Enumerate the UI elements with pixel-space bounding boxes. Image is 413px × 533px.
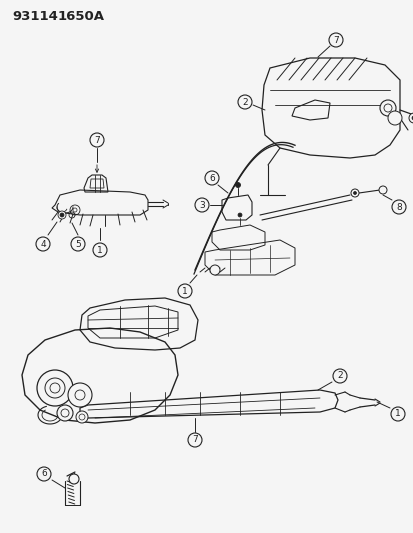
Text: 6: 6: [209, 174, 214, 182]
Circle shape: [379, 100, 395, 116]
Circle shape: [391, 200, 405, 214]
Circle shape: [411, 116, 413, 120]
Circle shape: [37, 467, 51, 481]
Circle shape: [235, 182, 240, 188]
Text: 7: 7: [332, 36, 338, 44]
Circle shape: [36, 237, 50, 251]
Circle shape: [350, 189, 358, 197]
Circle shape: [328, 33, 342, 47]
Text: 8: 8: [395, 203, 401, 212]
Circle shape: [71, 237, 85, 251]
Text: 1: 1: [97, 246, 102, 254]
Text: 2: 2: [336, 372, 342, 381]
Circle shape: [58, 211, 66, 219]
Text: 6: 6: [41, 470, 47, 479]
Circle shape: [68, 383, 92, 407]
Text: 93114: 93114: [12, 10, 58, 23]
Circle shape: [195, 198, 209, 212]
Circle shape: [178, 284, 192, 298]
Circle shape: [57, 405, 73, 421]
Circle shape: [209, 265, 219, 275]
Circle shape: [353, 191, 356, 195]
Circle shape: [408, 113, 413, 123]
Text: 5: 5: [75, 239, 81, 248]
Text: 4: 4: [40, 239, 46, 248]
Text: 7: 7: [192, 435, 197, 445]
Circle shape: [204, 171, 218, 185]
Circle shape: [332, 369, 346, 383]
Circle shape: [387, 111, 401, 125]
Circle shape: [378, 186, 386, 194]
Text: 2: 2: [242, 98, 247, 107]
Circle shape: [69, 474, 79, 484]
Text: 3: 3: [199, 200, 204, 209]
Circle shape: [90, 133, 104, 147]
Circle shape: [188, 433, 202, 447]
Circle shape: [237, 213, 242, 217]
Text: 1: 1: [182, 287, 188, 295]
Circle shape: [76, 411, 88, 423]
Text: 1: 1: [394, 409, 400, 418]
Circle shape: [60, 213, 64, 217]
Circle shape: [237, 95, 252, 109]
Circle shape: [37, 370, 73, 406]
Text: 1650A: 1650A: [58, 10, 105, 23]
Circle shape: [390, 407, 404, 421]
Circle shape: [93, 243, 107, 257]
Text: 7: 7: [94, 135, 100, 144]
